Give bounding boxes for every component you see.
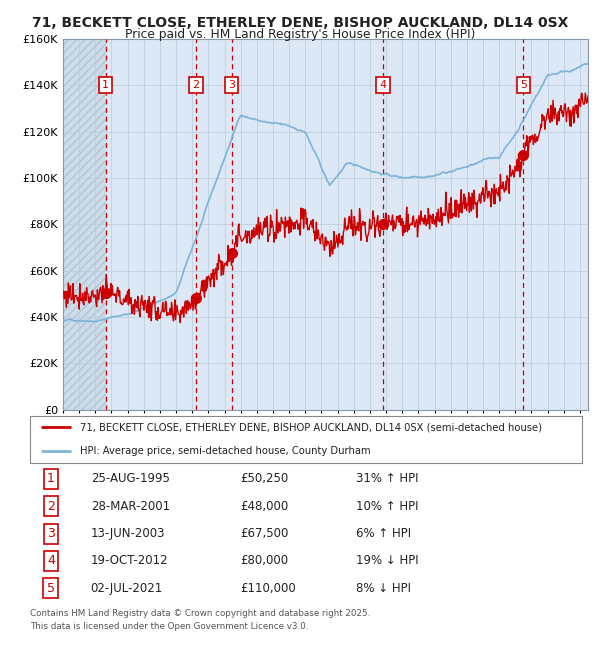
Bar [63,39,106,410]
Text: 4: 4 [47,554,55,567]
Text: HPI: Average price, semi-detached house, County Durham: HPI: Average price, semi-detached house,… [80,446,370,456]
Text: £50,250: £50,250 [240,473,288,486]
Text: 71, BECKETT CLOSE, ETHERLEY DENE, BISHOP AUCKLAND, DL14 0SX (semi-detached house: 71, BECKETT CLOSE, ETHERLEY DENE, BISHOP… [80,422,542,432]
Text: 3: 3 [47,527,55,540]
Text: 1: 1 [47,473,55,486]
Text: 19% ↓ HPI: 19% ↓ HPI [356,554,418,567]
Text: 31% ↑ HPI: 31% ↑ HPI [356,473,418,486]
Text: 28-MAR-2001: 28-MAR-2001 [91,500,170,513]
Text: 13-JUN-2003: 13-JUN-2003 [91,527,165,540]
Text: 5: 5 [47,582,55,595]
Text: 25-AUG-1995: 25-AUG-1995 [91,473,170,486]
Text: Price paid vs. HM Land Registry's House Price Index (HPI): Price paid vs. HM Land Registry's House … [125,28,475,41]
Text: Contains HM Land Registry data © Crown copyright and database right 2025.
This d: Contains HM Land Registry data © Crown c… [30,609,370,630]
Text: 5: 5 [520,81,527,90]
Text: £67,500: £67,500 [240,527,288,540]
Text: 3: 3 [229,81,235,90]
Text: 02-JUL-2021: 02-JUL-2021 [91,582,163,595]
Text: £48,000: £48,000 [240,500,288,513]
Text: 2: 2 [193,81,200,90]
Text: 6% ↑ HPI: 6% ↑ HPI [356,527,411,540]
Text: 8% ↓ HPI: 8% ↓ HPI [356,582,410,595]
Text: £80,000: £80,000 [240,554,288,567]
Text: 1: 1 [103,81,109,90]
Text: £110,000: £110,000 [240,582,296,595]
Text: 71, BECKETT CLOSE, ETHERLEY DENE, BISHOP AUCKLAND, DL14 0SX: 71, BECKETT CLOSE, ETHERLEY DENE, BISHOP… [32,16,568,31]
Text: 2: 2 [47,500,55,513]
Text: 4: 4 [379,81,386,90]
Text: 10% ↑ HPI: 10% ↑ HPI [356,500,418,513]
Text: 19-OCT-2012: 19-OCT-2012 [91,554,169,567]
